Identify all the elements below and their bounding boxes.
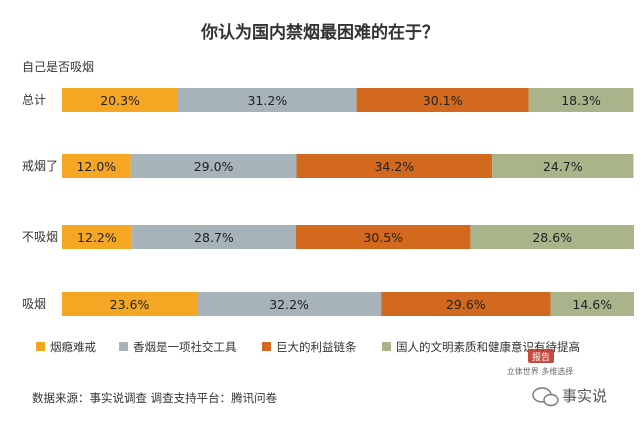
wechat-logo: 事实说 [532,387,607,407]
source-note: 数据来源：事实说调查 调查支持平台：腾讯问卷 [32,391,278,405]
chart-title: 你认为国内禁烟最困难的在于？ [200,22,439,43]
bar-segment [470,225,634,249]
legend-swatch [262,342,271,351]
watermark-badge-text: 报告 [532,351,550,363]
wechat-icon [532,387,559,407]
bar-segment [62,292,197,316]
y-axis-label: 自己是否吸烟 [22,60,94,74]
data-label: 30.1% [423,93,463,108]
legend-label: 香烟是一项社交工具 [133,340,237,354]
data-label: 18.3% [561,93,601,108]
data-label: 28.7% [194,230,234,245]
bar-segment [550,292,634,316]
bar-segment [178,88,357,112]
data-label: 29.0% [194,159,234,174]
data-label: 28.6% [532,230,572,245]
bar-segment [196,292,382,316]
bar-segment [492,154,634,178]
bar-segment [62,154,131,178]
data-label: 24.7% [543,159,583,174]
data-labels: 20.3% 31.2% 30.1% 18.3% 12.0% 29.0% 34.2% 24.7%… [76,93,612,312]
data-label: 12.0% [76,159,116,174]
bar-segment [130,154,297,178]
watermark-badge [528,349,554,363]
legend-swatch [36,342,45,351]
data-label: 30.5% [363,230,403,245]
data-label: 32.2% [269,297,309,312]
data-label: 31.2% [247,93,287,108]
data-label: 29.6% [446,297,486,312]
bar-segment [295,225,471,249]
legend: 烟瘾难戒 香烟是一项社交工具 巨大的利益链条 国人的文明素质和健康意识有待提高 [36,340,580,354]
category-label: 总计 [22,93,46,107]
bar-segment [131,225,296,249]
data-label: 14.6% [572,297,612,312]
bar-segment [356,88,529,112]
watermark-stamp: 报告 立体世界 多维选择 [507,349,574,376]
data-label: 34.2% [374,159,414,174]
category-label: 戒烟了 [22,159,58,173]
bar-segment [528,88,634,112]
legend-label: 烟瘾难戒 [50,340,96,354]
category-label: 吸烟 [22,297,46,311]
category-label: 不吸烟 [22,230,58,244]
data-label: 20.3% [100,93,140,108]
data-label: 23.6% [110,297,150,312]
watermark-tagline: 立体世界 多维选择 [507,366,574,376]
logo-text: 事实说 [562,387,607,405]
legend-swatch [119,342,128,351]
data-label: 12.2% [77,230,117,245]
legend-label: 巨大的利益链条 [276,340,357,354]
bar-segment [62,225,132,249]
bars-group [62,88,634,316]
legend-swatch [382,342,391,351]
bar-segment [62,88,179,112]
bar-segment [381,292,551,316]
bar-segment [296,154,493,178]
